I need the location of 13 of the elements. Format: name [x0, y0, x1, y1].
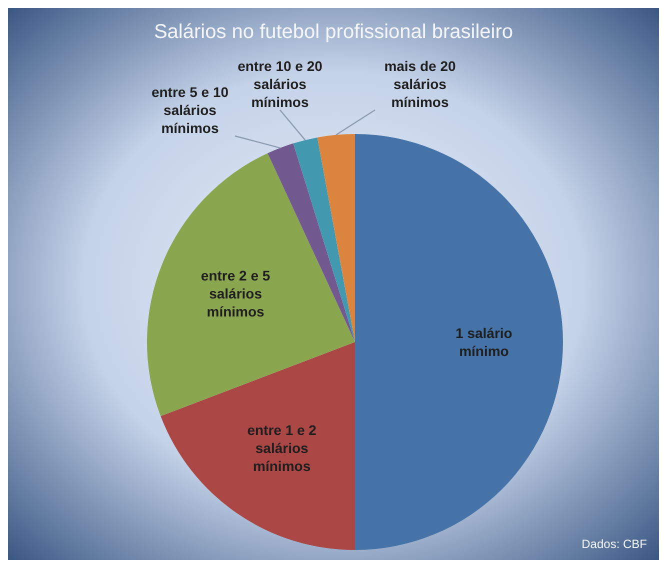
- text: Dados: CBF: [582, 537, 647, 551]
- pie-slice: [160, 342, 355, 550]
- slice-label: entre 1 e 2 salários mínimos: [247, 422, 317, 474]
- chart-title: Salários no futebol profissional brasileiro: [154, 21, 514, 43]
- slice-label: 1 salário mínimo: [456, 325, 512, 359]
- pie-slice: [355, 134, 563, 550]
- slice-label: entre 10 e 20 salários mínimos: [238, 58, 323, 110]
- slice-label: entre 2 e 5 salários mínimos: [200, 267, 270, 320]
- pie-slice: [147, 153, 355, 416]
- pie-slice: [317, 134, 355, 342]
- slice-label: entre 5 e 10 salários mínimos: [151, 84, 229, 136]
- pie-slice: [293, 137, 355, 342]
- slice-label: mais de 20 salários mínimos: [384, 58, 456, 110]
